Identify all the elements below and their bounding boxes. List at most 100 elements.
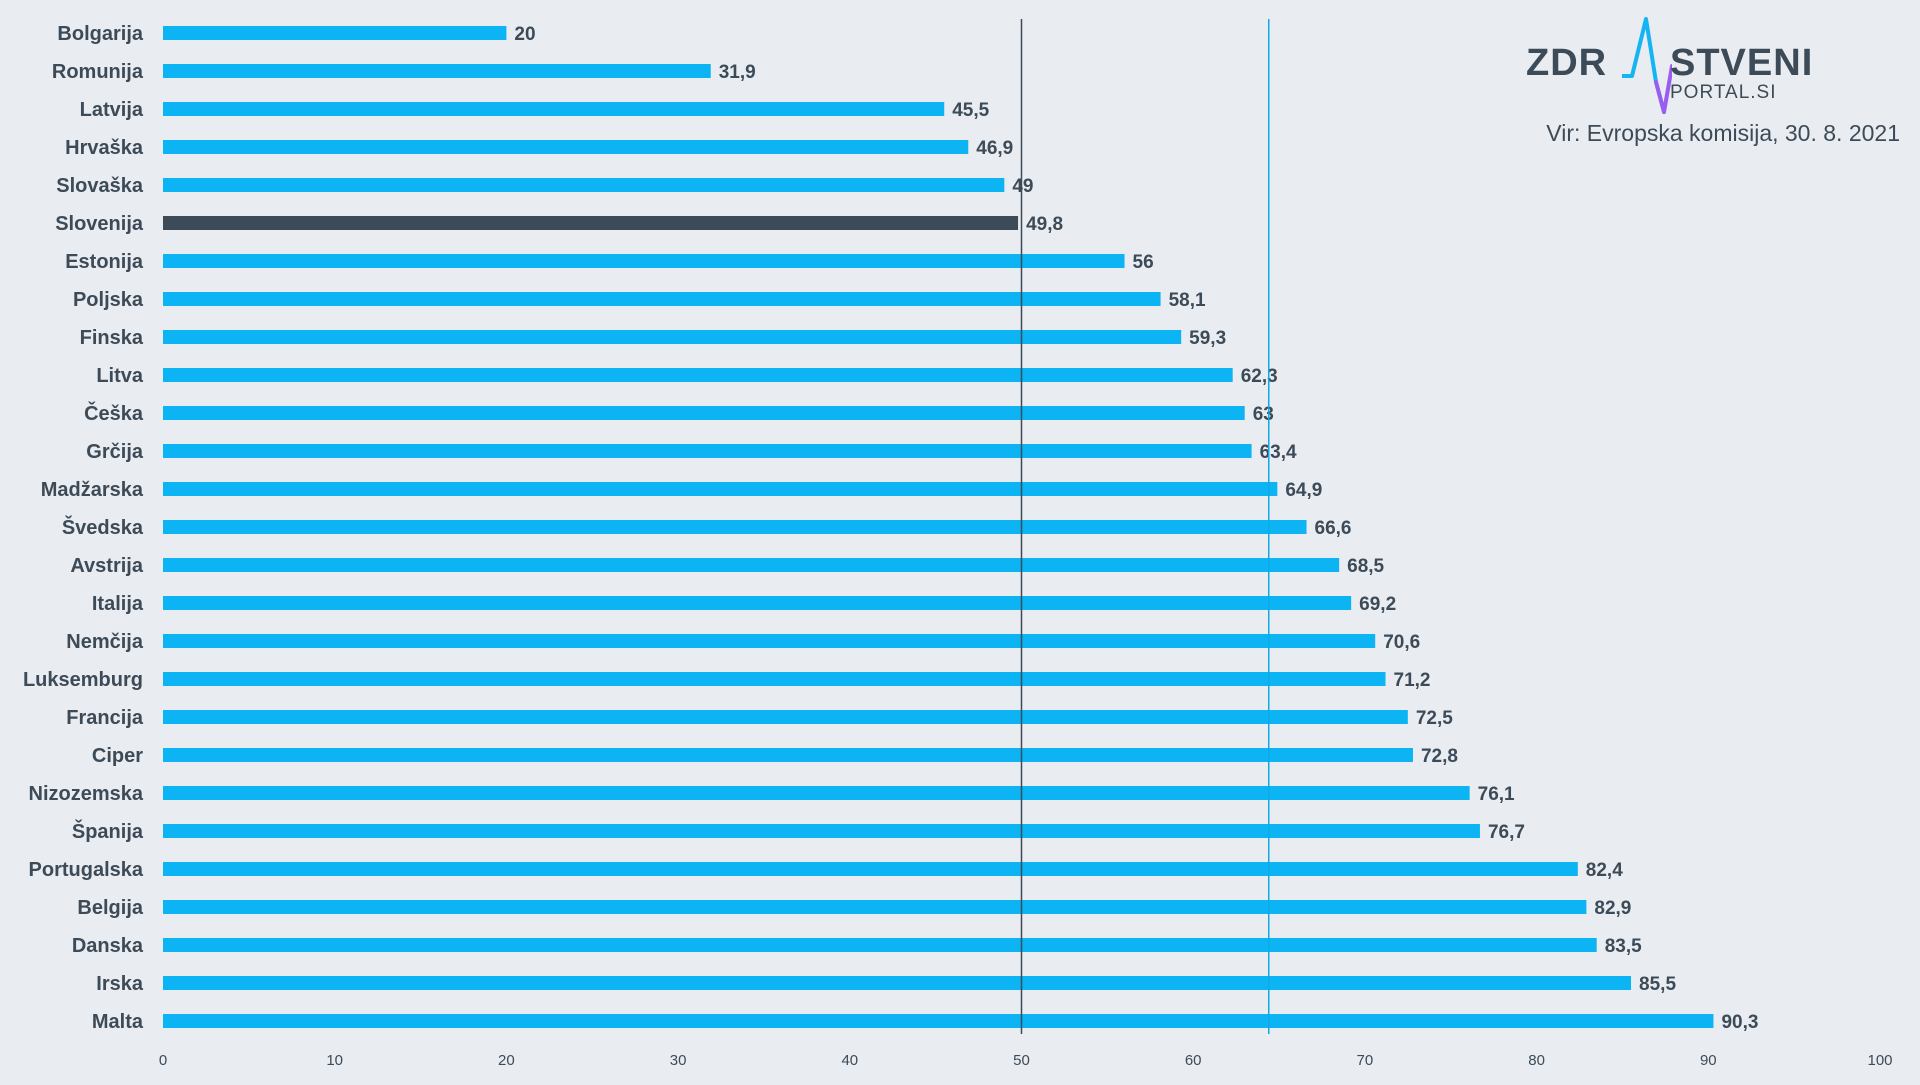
value-label-26: 90,3 xyxy=(1721,1012,1758,1033)
bar-5 xyxy=(163,216,1019,230)
category-label-0: Bolgarija xyxy=(57,23,143,45)
value-label-10: 63 xyxy=(1253,404,1274,425)
bar-13 xyxy=(163,520,1307,534)
value-label-11: 63,4 xyxy=(1260,442,1297,463)
bar-20 xyxy=(163,786,1470,800)
category-label-16: Nemčija xyxy=(66,631,144,653)
category-label-12: Madžarska xyxy=(41,479,144,501)
x-tick-label-10: 100 xyxy=(1867,1052,1892,1069)
category-label-17: Luksemburg xyxy=(23,669,143,691)
category-label-9: Litva xyxy=(96,365,144,387)
value-label-17: 71,2 xyxy=(1394,670,1431,691)
bar-17 xyxy=(163,672,1386,686)
value-label-18: 72,5 xyxy=(1416,708,1453,729)
value-label-9: 62,3 xyxy=(1241,366,1278,387)
bar-22 xyxy=(163,862,1578,876)
value-label-6: 56 xyxy=(1133,252,1154,273)
logo: ZDR STVENI PORTAL.SI xyxy=(1520,16,1900,116)
bar-10 xyxy=(163,406,1245,420)
bar-15 xyxy=(163,596,1352,610)
category-label-3: Hrvaška xyxy=(65,137,144,159)
bar-12 xyxy=(163,482,1278,496)
category-label-11: Grčija xyxy=(86,441,144,463)
category-label-14: Avstrija xyxy=(70,555,144,577)
bar-14 xyxy=(163,558,1340,572)
x-tick-label-8: 80 xyxy=(1528,1052,1545,1069)
bar-23 xyxy=(163,900,1587,914)
category-label-1: Romunija xyxy=(52,61,144,83)
value-label-5: 49,8 xyxy=(1026,214,1063,235)
value-label-8: 59,3 xyxy=(1189,328,1226,349)
value-label-14: 68,5 xyxy=(1347,556,1384,577)
bar-25 xyxy=(163,976,1632,990)
bar-19 xyxy=(163,748,1413,762)
bar-21 xyxy=(163,824,1480,838)
heartbeat-pulse-icon xyxy=(1622,17,1672,114)
value-label-24: 83,5 xyxy=(1605,936,1642,957)
source-note: Vir: Evropska komisija, 30. 8. 2021 xyxy=(1546,120,1900,146)
value-label-12: 64,9 xyxy=(1285,480,1322,501)
x-tick-label-5: 50 xyxy=(1013,1052,1030,1069)
category-label-15: Italija xyxy=(92,593,144,615)
bar-2 xyxy=(163,102,945,116)
category-label-18: Francija xyxy=(66,707,144,729)
category-label-4: Slovaška xyxy=(56,175,144,197)
category-label-2: Latvija xyxy=(80,99,144,121)
category-label-23: Belgija xyxy=(77,897,143,919)
x-tick-label-3: 30 xyxy=(670,1052,687,1069)
value-label-3: 46,9 xyxy=(976,138,1013,159)
bar-3 xyxy=(163,140,969,154)
value-label-15: 69,2 xyxy=(1359,594,1396,615)
x-tick-label-7: 70 xyxy=(1357,1052,1374,1069)
value-label-7: 58,1 xyxy=(1169,290,1206,311)
value-label-23: 82,9 xyxy=(1594,898,1631,919)
category-label-21: Španija xyxy=(72,819,144,843)
value-label-4: 49 xyxy=(1012,176,1033,197)
category-label-10: Češka xyxy=(84,401,144,425)
category-label-25: Irska xyxy=(96,973,144,995)
bar-16 xyxy=(163,634,1376,648)
x-tick-label-2: 20 xyxy=(498,1052,515,1069)
category-label-5: Slovenija xyxy=(55,213,144,235)
logo-text-left: ZDR xyxy=(1526,42,1608,84)
category-label-6: Estonija xyxy=(65,251,144,273)
x-tick-label-9: 90 xyxy=(1700,1052,1717,1069)
category-label-20: Nizozemska xyxy=(29,783,144,805)
category-label-8: Finska xyxy=(80,327,144,349)
bar-4 xyxy=(163,178,1005,192)
value-label-1: 31,9 xyxy=(719,62,756,83)
category-label-26: Malta xyxy=(92,1011,144,1033)
value-label-19: 72,8 xyxy=(1421,746,1458,767)
bar-8 xyxy=(163,330,1182,344)
value-label-13: 66,6 xyxy=(1315,518,1352,539)
bar-0 xyxy=(163,26,507,40)
category-label-22: Portugalska xyxy=(29,859,144,881)
logo-text-right: STVENI xyxy=(1670,42,1814,84)
x-tick-label-0: 0 xyxy=(159,1052,167,1069)
value-label-0: 20 xyxy=(514,24,535,45)
value-label-20: 76,1 xyxy=(1478,784,1515,805)
value-label-16: 70,6 xyxy=(1383,632,1420,653)
bar-9 xyxy=(163,368,1233,382)
category-label-7: Poljska xyxy=(73,289,144,311)
bar-6 xyxy=(163,254,1125,268)
x-tick-label-6: 60 xyxy=(1185,1052,1202,1069)
logo-subtitle: PORTAL.SI xyxy=(1670,82,1777,103)
value-label-2: 45,5 xyxy=(952,100,989,121)
category-label-13: Švedska xyxy=(62,515,144,539)
bar-26 xyxy=(163,1014,1714,1028)
bar-7 xyxy=(163,292,1161,306)
x-tick-label-4: 40 xyxy=(841,1052,858,1069)
value-label-21: 76,7 xyxy=(1488,822,1525,843)
value-label-25: 85,5 xyxy=(1639,974,1676,995)
bar-1 xyxy=(163,64,711,78)
bar-24 xyxy=(163,938,1597,952)
category-label-24: Danska xyxy=(72,935,144,957)
bar-18 xyxy=(163,710,1408,724)
bar-11 xyxy=(163,444,1252,458)
x-tick-label-1: 10 xyxy=(326,1052,343,1069)
value-label-22: 82,4 xyxy=(1586,860,1623,881)
category-label-19: Ciper xyxy=(92,745,143,767)
